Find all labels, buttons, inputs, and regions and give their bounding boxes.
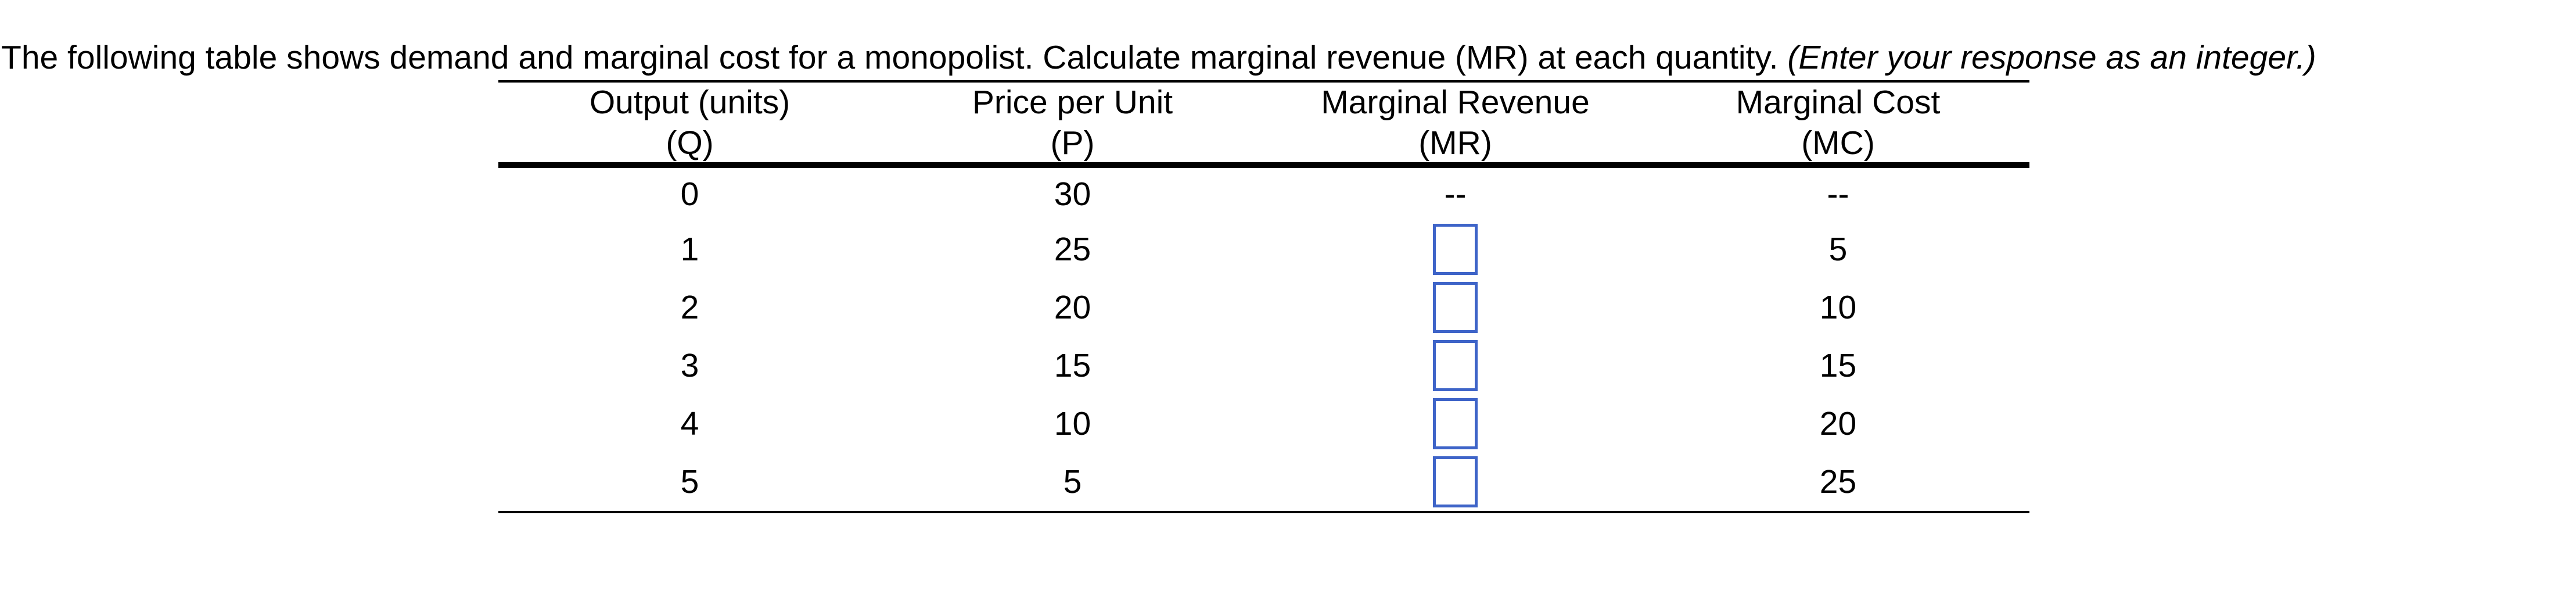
mr-input-q4[interactable] bbox=[1433, 398, 1478, 449]
mr-input-q2[interactable] bbox=[1433, 282, 1478, 333]
mc-dash-placeholder: -- bbox=[1827, 175, 1849, 213]
column-header-mr-line1: Marginal Revenue bbox=[1321, 84, 1590, 121]
question-main-text: The following table shows demand and mar… bbox=[1, 39, 1788, 76]
mr-input-cell bbox=[1264, 224, 1647, 275]
p-value: 5 bbox=[1063, 463, 1082, 500]
table-row-q5: 5 5 25 bbox=[498, 453, 2029, 511]
table-row-q2: 2 20 10 bbox=[498, 278, 2029, 337]
column-header-mc-line1: Marginal Cost bbox=[1736, 84, 1941, 121]
mr-input-q3[interactable] bbox=[1433, 340, 1478, 391]
column-header-mr-line2: (MR) bbox=[1418, 124, 1492, 162]
mc-value: 15 bbox=[1819, 346, 1857, 384]
column-header-price: Price per Unit (P) bbox=[881, 83, 1264, 163]
demand-marginal-cost-table: Output (units) (Q) Price per Unit (P) Ma… bbox=[498, 80, 2029, 513]
column-header-price-line1: Price per Unit bbox=[972, 84, 1173, 121]
q-value: 4 bbox=[680, 405, 699, 442]
column-header-mc-line2: (MC) bbox=[1801, 124, 1875, 162]
p-value: 20 bbox=[1054, 288, 1091, 326]
mr-input-q5[interactable] bbox=[1433, 456, 1478, 507]
p-value: 10 bbox=[1054, 405, 1091, 442]
table-row-q0: 0 30 -- -- bbox=[498, 168, 2029, 220]
table-body: 0 30 -- -- 1 25 5 2 20 10 bbox=[498, 168, 2029, 513]
table-row-q4: 4 10 20 bbox=[498, 395, 2029, 453]
mc-value: 10 bbox=[1819, 288, 1857, 326]
mc-value: 25 bbox=[1819, 463, 1857, 500]
q-value: 5 bbox=[680, 463, 699, 500]
table-row-q3: 3 15 15 bbox=[498, 337, 2029, 395]
mr-input-cell bbox=[1264, 398, 1647, 449]
mc-value: 5 bbox=[1828, 230, 1848, 268]
q-value: 0 bbox=[680, 175, 699, 213]
mr-input-cell bbox=[1264, 456, 1647, 507]
q-value: 1 bbox=[680, 230, 699, 268]
column-header-marginal-cost: Marginal Cost (MC) bbox=[1647, 83, 2029, 163]
q-value: 3 bbox=[680, 346, 699, 384]
question-text: The following table shows demand and mar… bbox=[1, 39, 2316, 77]
mr-input-cell bbox=[1264, 340, 1647, 391]
mr-dash-placeholder: -- bbox=[1444, 175, 1467, 213]
q-value: 2 bbox=[680, 288, 699, 326]
p-value: 15 bbox=[1054, 346, 1091, 384]
mr-input-cell bbox=[1264, 282, 1647, 333]
table-header-row: Output (units) (Q) Price per Unit (P) Ma… bbox=[498, 80, 2029, 168]
column-header-output-line1: Output (units) bbox=[589, 84, 791, 121]
column-header-price-line2: (P) bbox=[1050, 124, 1095, 162]
p-value: 25 bbox=[1054, 230, 1091, 268]
column-header-output: Output (units) (Q) bbox=[498, 83, 881, 163]
p-value: 30 bbox=[1054, 175, 1091, 213]
table-row-q1: 1 25 5 bbox=[498, 220, 2029, 278]
question-note-italic: (Enter your response as an integer.) bbox=[1787, 39, 2316, 76]
column-header-marginal-revenue: Marginal Revenue (MR) bbox=[1264, 83, 1647, 163]
mr-input-q1[interactable] bbox=[1433, 224, 1478, 275]
mc-value: 20 bbox=[1819, 405, 1857, 442]
column-header-output-line2: (Q) bbox=[666, 124, 714, 162]
